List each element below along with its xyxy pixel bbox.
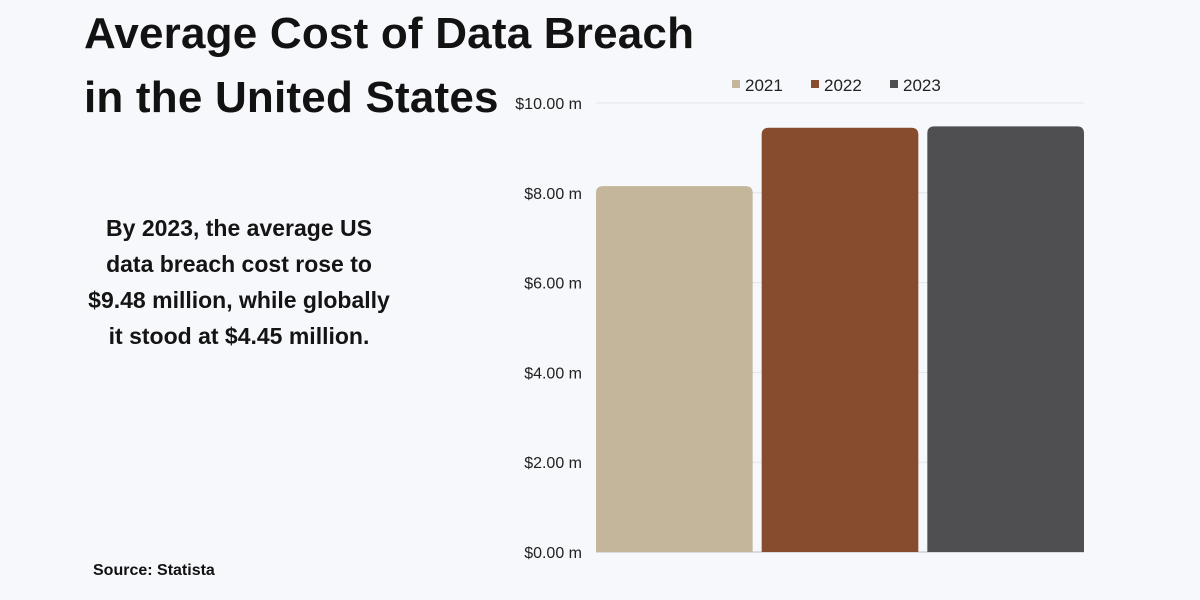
- chart-title-line-2: in the United States: [84, 73, 499, 122]
- legend-label-2022: 2022: [824, 76, 862, 95]
- y-tick-label: $2.00 m: [524, 455, 582, 472]
- y-tick-label: $10.00 m: [515, 96, 582, 113]
- bar-2023: [927, 126, 1084, 553]
- chart-title: Average Cost of Data Breach in the Unite…: [84, 2, 724, 130]
- legend-swatch-2022: [811, 80, 819, 88]
- bar-2021: [596, 186, 753, 552]
- bar-2022: [761, 127, 919, 552]
- chart-title-line-1: Average Cost of Data Breach: [84, 9, 695, 58]
- legend-label-2021: 2021: [745, 76, 783, 95]
- y-tick-label: $0.00 m: [524, 545, 582, 562]
- legend-swatch-2021: [732, 80, 740, 88]
- y-tick-label: $6.00 m: [524, 276, 582, 293]
- legend-swatch-2023: [890, 80, 898, 88]
- source-note: Source: Statista: [93, 562, 215, 579]
- summary-text: By 2023, the average US data breach cost…: [88, 215, 390, 349]
- y-tick-label: $4.00 m: [524, 365, 582, 382]
- y-tick-label: $8.00 m: [524, 186, 582, 203]
- legend-label-2023: 2023: [903, 76, 941, 95]
